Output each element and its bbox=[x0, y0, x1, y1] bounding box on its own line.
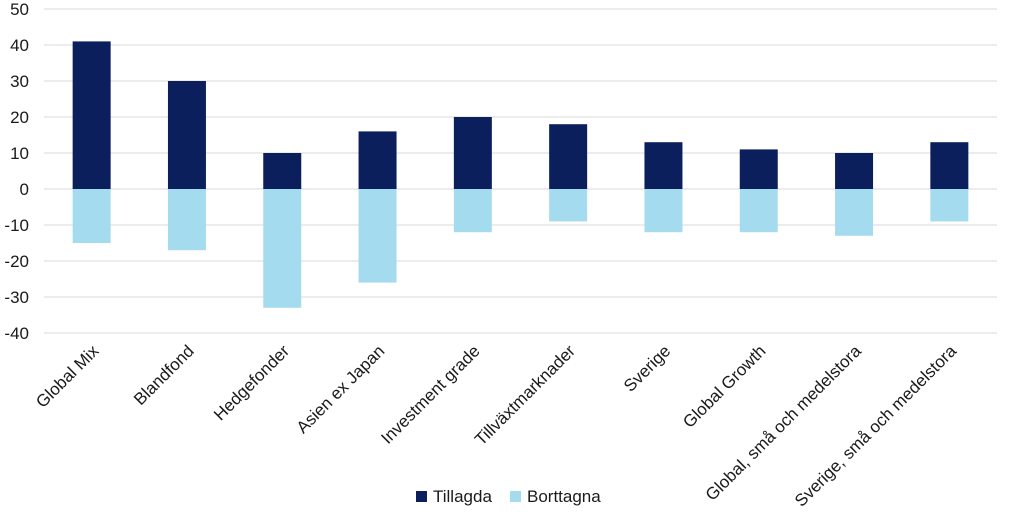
legend-label-borttagna: Borttagna bbox=[527, 487, 601, 506]
bar-tillagda-1 bbox=[72, 41, 111, 190]
x-axis: Global Mix Blandfond Hedgefonder Asien ex J… bbox=[32, 341, 960, 510]
x-tick-label: Sverige, små och medelstora bbox=[791, 341, 960, 510]
bar-tillagda-6 bbox=[549, 124, 588, 189]
bar-tillagda-2 bbox=[167, 81, 206, 189]
y-tick-label: -20 bbox=[4, 252, 29, 271]
y-tick-label: 0 bbox=[20, 180, 29, 199]
bar-borttagna-1 bbox=[72, 189, 111, 243]
legend-swatch-borttagna bbox=[510, 491, 521, 502]
x-tick-label: Hedgefonder bbox=[210, 341, 293, 424]
y-tick-label: 40 bbox=[10, 36, 29, 55]
y-tick-label: 30 bbox=[10, 72, 29, 91]
legend-label-tillagda: Tillagda bbox=[433, 487, 492, 506]
y-tick-label: -10 bbox=[4, 216, 29, 235]
x-tick-label: Sverige bbox=[620, 341, 674, 395]
y-tick-label: -30 bbox=[4, 288, 29, 307]
y-tick-label: 10 bbox=[10, 144, 29, 163]
bar-borttagna-10 bbox=[930, 189, 969, 222]
bar-borttagna-8 bbox=[739, 189, 778, 233]
y-axis: 50 40 30 20 10 0 -10 -20 -30 -40 bbox=[4, 0, 29, 343]
bar-tillagda-7 bbox=[644, 142, 683, 189]
x-tick-label: Global Growth bbox=[679, 341, 769, 431]
x-tick-label: Blandfond bbox=[130, 341, 198, 409]
bar-borttagna-6 bbox=[549, 189, 588, 222]
x-tick-label: Investment grade bbox=[377, 341, 483, 447]
y-tick-label: -40 bbox=[4, 324, 29, 343]
bar-borttagna-4 bbox=[358, 189, 397, 283]
bar-tillagda-5 bbox=[453, 117, 492, 189]
x-tick-label: Global, små och medelstora bbox=[702, 341, 865, 504]
bar-tillagda-4 bbox=[358, 131, 397, 189]
bar-borttagna-3 bbox=[263, 189, 302, 308]
bar-borttagna-7 bbox=[644, 189, 683, 233]
x-tick-label: Global Mix bbox=[32, 341, 103, 412]
x-tick-label: Tillväxtmarknader bbox=[471, 341, 579, 449]
bar-borttagna-5 bbox=[453, 189, 492, 233]
bar-borttagna-9 bbox=[835, 189, 874, 236]
y-tick-label: 50 bbox=[10, 0, 29, 19]
bars bbox=[72, 41, 969, 308]
legend: Tillagda Borttagna bbox=[416, 487, 601, 506]
y-tick-label: 20 bbox=[10, 108, 29, 127]
legend-swatch-tillagda bbox=[416, 491, 427, 502]
bar-tillagda-8 bbox=[739, 149, 778, 189]
x-tick-label: Asien ex Japan bbox=[293, 341, 389, 437]
bar-borttagna-2 bbox=[167, 189, 206, 251]
bar-tillagda-9 bbox=[835, 153, 874, 189]
bar-tillagda-10 bbox=[930, 142, 969, 189]
bar-tillagda-3 bbox=[263, 153, 302, 189]
